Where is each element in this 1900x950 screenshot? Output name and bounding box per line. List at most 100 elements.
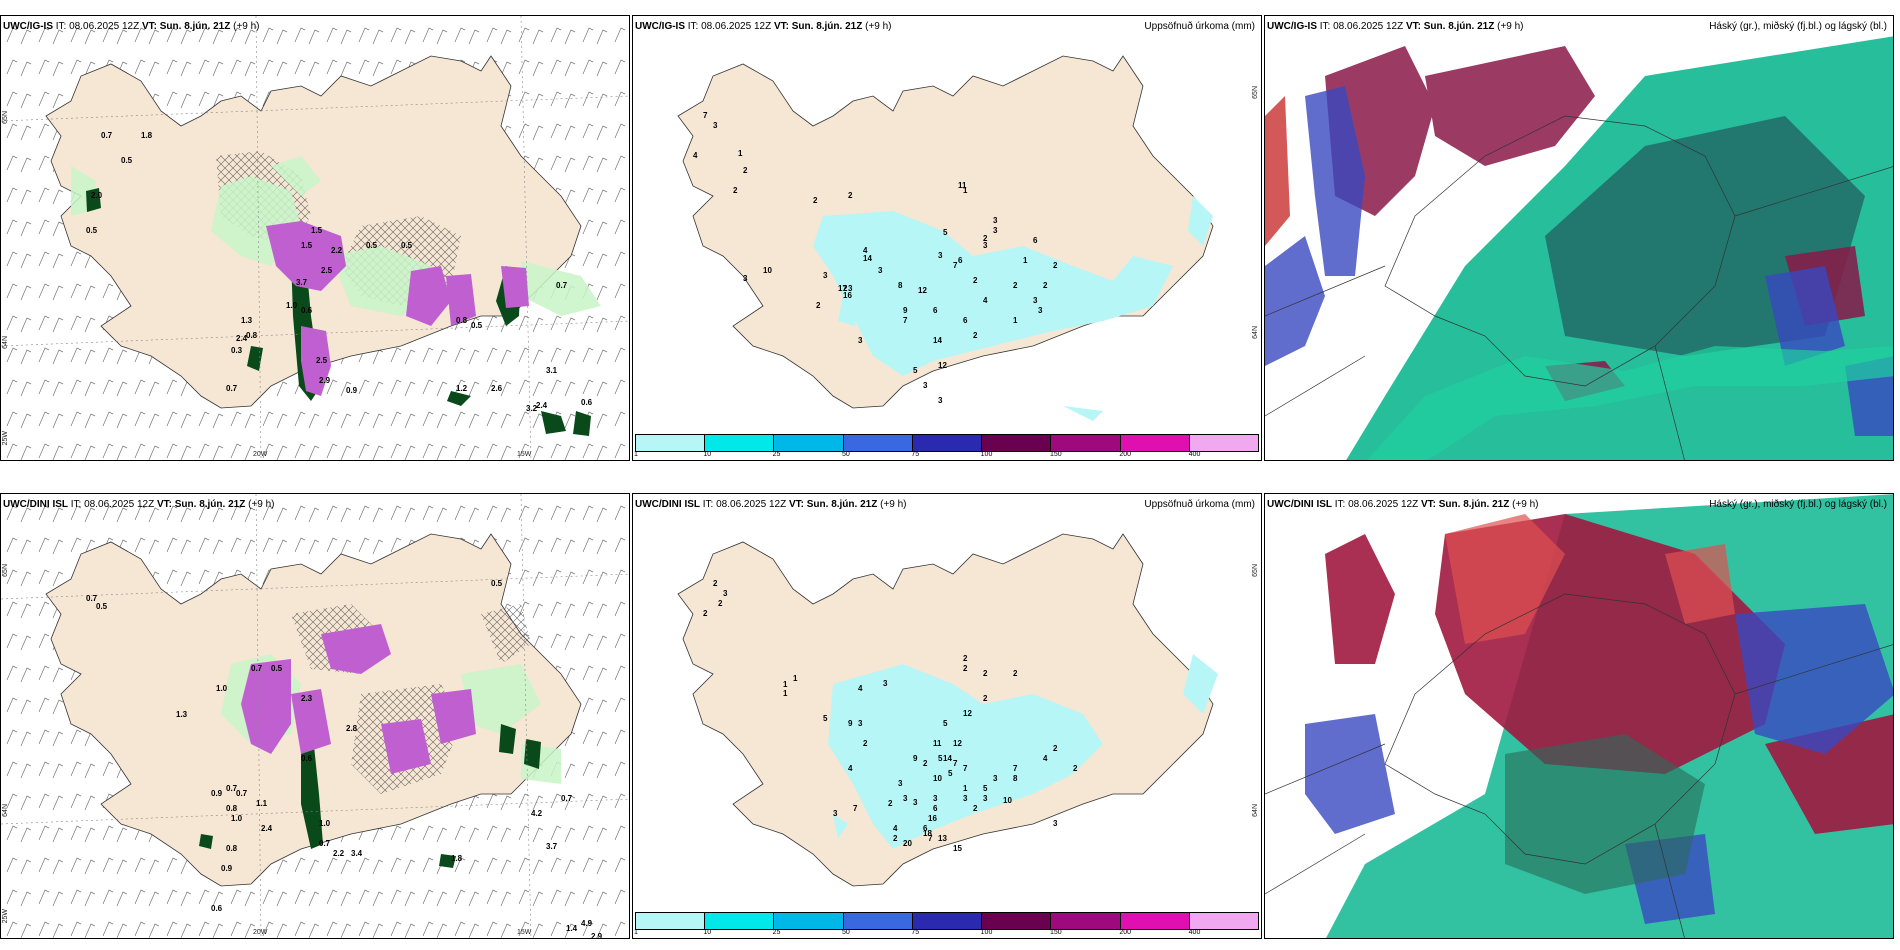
- precip-light-green: [221, 654, 561, 784]
- value-label: 2: [893, 834, 898, 843]
- value-label: 1.4: [566, 924, 578, 933]
- value-label: 7: [953, 261, 958, 270]
- value-label: 1: [783, 680, 788, 689]
- value-label: 3: [963, 794, 968, 803]
- value-label: 2: [1013, 281, 1018, 290]
- value-label: 0.8: [246, 331, 258, 340]
- colorbar-segment: [912, 435, 983, 451]
- value-label: 2: [1043, 281, 1048, 290]
- value-label: 0.3: [231, 346, 243, 355]
- value-label: 7: [1013, 764, 1018, 773]
- value-label: 14: [863, 254, 872, 263]
- value-label: 2.2: [331, 246, 343, 255]
- precip-cyan: [828, 654, 1218, 849]
- value-label: 2.3: [301, 694, 313, 703]
- coastline: [1265, 115, 1893, 460]
- value-label: 4.9: [581, 919, 593, 928]
- value-label: 5: [913, 366, 918, 375]
- colorbar-tick-label: 1: [634, 451, 638, 458]
- value-label: 1.3: [241, 316, 253, 325]
- value-label: 16: [928, 814, 937, 823]
- value-label: 0.7: [561, 794, 573, 803]
- value-label: 0.5: [121, 156, 133, 165]
- value-label: 2: [743, 166, 748, 175]
- value-label: 0.5: [86, 226, 98, 235]
- low-cloud: [1265, 86, 1893, 436]
- value-label: 5: [948, 769, 953, 778]
- value-label: 3: [993, 226, 998, 235]
- value-label: 6: [958, 256, 963, 265]
- precip-dark-green: [199, 724, 541, 868]
- colorbar-segment: [1051, 913, 1121, 929]
- value-label: 1.0: [231, 814, 243, 823]
- value-label: 9: [848, 719, 853, 728]
- value-label: 11: [958, 181, 967, 190]
- value-label: 2.9: [591, 932, 603, 939]
- map-canvas: [1, 16, 629, 460]
- value-label: 1.3: [176, 710, 188, 719]
- value-label: 3.4: [351, 849, 363, 858]
- value-label: 3: [923, 381, 928, 390]
- colorbar-tick-label: 400: [1188, 451, 1201, 458]
- value-label: 12: [953, 739, 962, 748]
- value-label: 1: [963, 784, 968, 793]
- colorbar-segment: [774, 435, 844, 451]
- value-label: 2: [973, 276, 978, 285]
- value-label: 0.5: [491, 579, 503, 588]
- panel-ig-is-clouds: UWC/IG-IS IT: 08.06.2025 12Z VT: Sun. 8.…: [1264, 15, 1894, 461]
- value-label: 1.0: [319, 819, 331, 828]
- value-label: 18: [923, 829, 932, 838]
- panel-dini-clouds: UWC/DINI ISL IT: 08.06.2025 12Z VT: Sun.…: [1264, 493, 1894, 939]
- precip-cyan: [813, 196, 1213, 421]
- colorbar-tick-label: 200: [1119, 929, 1132, 936]
- value-label: 0.8: [226, 844, 238, 853]
- value-label: 3: [903, 794, 908, 803]
- value-label: 0.7: [251, 664, 263, 673]
- value-label: 13: [938, 834, 947, 843]
- value-label: 3.7: [546, 842, 558, 851]
- colorbar-segment: [912, 913, 983, 929]
- value-label: 1.0: [216, 684, 228, 693]
- value-label: 3: [823, 271, 828, 280]
- value-label: 0.9: [346, 386, 358, 395]
- value-label: 7: [963, 764, 968, 773]
- value-label: 2: [718, 599, 723, 608]
- value-label: 3.2: [526, 404, 538, 413]
- colorbar-tick-label: 200: [1119, 451, 1132, 458]
- value-label: 1.5: [311, 226, 323, 235]
- value-label: 10: [1003, 796, 1012, 805]
- value-label: 0.6: [211, 904, 223, 913]
- lat-label: 64N: [2, 804, 9, 817]
- value-label: 3.7: [296, 278, 308, 287]
- value-label: 0.5: [96, 602, 108, 611]
- value-label: 0.9: [211, 789, 223, 798]
- value-label: 1.8: [451, 854, 463, 863]
- value-label: 1: [738, 149, 743, 158]
- colorbar-segment: [843, 435, 913, 451]
- value-label: 0.5: [366, 241, 378, 250]
- value-label: 2.0: [91, 191, 103, 200]
- cloud-map-canvas: [1265, 16, 1893, 460]
- value-label: 15: [953, 844, 962, 853]
- lon-label: 15W: [517, 929, 532, 936]
- map-canvas: [677, 55, 1214, 421]
- snow-magenta: [266, 221, 529, 396]
- green-band: [1366, 346, 1893, 460]
- value-label: 6: [963, 316, 968, 325]
- value-label: 1.5: [301, 241, 313, 250]
- colorbar-tick-label: 100: [980, 451, 993, 458]
- map-canvas: [1, 494, 629, 938]
- value-label: 14: [943, 754, 952, 763]
- high-cloud-dark: [1505, 734, 1705, 894]
- panel-dini-precip-type: UWC/DINI ISL IT: 08.06.2025 12Z VT: Sun.…: [0, 493, 630, 939]
- value-label: 1: [1013, 316, 1018, 325]
- panel-subtitle: Háský (gr.), miðský (fj.bl.) og lágský (…: [1709, 499, 1887, 510]
- colorbar: [635, 434, 1259, 452]
- colorbar-segment: [1189, 435, 1258, 451]
- colorbar-tick-label: 100: [980, 929, 993, 936]
- value-label: 3: [723, 589, 728, 598]
- value-label: 7: [703, 111, 708, 120]
- lat-label: 65N: [1252, 86, 1259, 99]
- value-label: 2: [983, 669, 988, 678]
- value-label: 4: [1043, 754, 1048, 763]
